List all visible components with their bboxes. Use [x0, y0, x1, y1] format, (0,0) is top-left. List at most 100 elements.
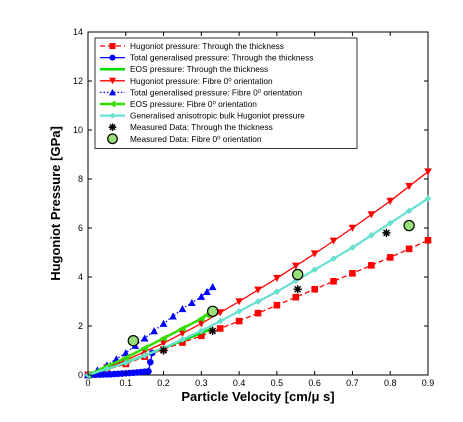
y-tick-label: 10 [73, 125, 83, 135]
data-point [109, 100, 116, 108]
data-point [203, 287, 211, 295]
data-point [178, 330, 187, 338]
data-point [311, 266, 318, 273]
legend: Hugoniot pressure: Through the thickness… [94, 37, 358, 149]
legend-entry: Total generalised pressure: Through the … [100, 53, 313, 63]
data-point [330, 277, 337, 285]
data-point [109, 112, 116, 119]
legend-label: Total generalised pressure: Fibre 0⁰ ori… [130, 87, 303, 97]
data-point [159, 334, 167, 343]
data-point [109, 43, 116, 49]
x-tick-label: 0.8 [384, 378, 397, 388]
legend-label: Generalised anisotropic bulk Hugoniot pr… [130, 111, 305, 121]
data-point [188, 298, 196, 307]
x-tick-label: 0.2 [157, 378, 170, 388]
y-tick-label: 8 [78, 174, 83, 184]
data-point [140, 344, 148, 352]
data-point [386, 254, 394, 261]
data-point [292, 277, 300, 284]
data-point [254, 309, 262, 317]
data-point [108, 123, 117, 131]
data-point [405, 207, 413, 215]
data-point [141, 352, 148, 359]
x-tick-label: 0.7 [346, 378, 359, 388]
data-point [197, 320, 206, 328]
data-point [198, 327, 205, 335]
y-tick-label: 2 [78, 321, 83, 331]
data-point [330, 255, 337, 262]
data-point [292, 293, 300, 301]
data-point [103, 365, 111, 373]
legend-label: EOS pressure: Through the thickness [130, 64, 268, 74]
data-point [382, 228, 391, 237]
data-point [424, 168, 432, 176]
data-point [235, 298, 243, 306]
data-point [208, 326, 217, 335]
data-point [424, 195, 432, 202]
data-point [216, 317, 224, 325]
legend-entry: Hugoniot pressure: Through the thickness [100, 41, 284, 51]
legend-entry: EOS pressure: Fibre 0⁰ orientation [100, 99, 257, 109]
data-point [403, 219, 415, 232]
x-tick-label: 0 [85, 378, 90, 388]
data-point [405, 245, 413, 253]
series-8 [127, 219, 415, 347]
data-point [140, 334, 149, 342]
y-tick-label: 12 [73, 76, 83, 86]
y-tick-label: 4 [78, 272, 83, 282]
data-point [311, 285, 318, 293]
legend-entry: EOS pressure: Through the thickness [100, 64, 268, 74]
y-tick-label: 6 [78, 223, 83, 233]
legend-label: Hugoniot pressure: Through the thickness [130, 41, 284, 51]
legend-label: Measured Data: Fibre 0⁰ orientation [130, 134, 262, 144]
data-point [109, 54, 116, 61]
data-point [349, 244, 356, 251]
data-point [208, 283, 217, 291]
data-point [109, 77, 116, 85]
data-point [273, 288, 281, 295]
data-point [121, 354, 130, 362]
legend-box [94, 37, 358, 149]
data-point [405, 183, 413, 191]
y-axis-label: Hugoniot Pressure [GPa] [48, 126, 63, 281]
data-point [368, 262, 375, 269]
data-point [169, 312, 177, 320]
data-point [293, 285, 302, 294]
y-tick-label: 14 [73, 27, 83, 37]
data-point [109, 88, 116, 96]
data-point [206, 305, 219, 317]
data-point [235, 308, 243, 315]
legend-entry: Total generalised pressure: Fibre 0⁰ ori… [100, 87, 303, 97]
data-point [127, 335, 140, 347]
data-point [107, 133, 118, 145]
data-point [178, 305, 187, 313]
data-point [310, 250, 319, 258]
x-tick-label: 0.6 [308, 378, 321, 388]
legend-entry: Measured Data: Through the thickness [108, 122, 273, 132]
x-tick-label: 0.3 [195, 378, 208, 388]
data-point [159, 339, 168, 347]
y-tick-label: 0 [78, 370, 83, 380]
axis-ticks: 0 0.1 0.2 0.3 0.4 0.5 0.6 0.7 0.8 0.9 0 2 4 6 8 10 12 14 [73, 27, 434, 388]
data-point [273, 274, 281, 283]
data-point [216, 325, 224, 332]
data-point [254, 298, 262, 305]
x-axis-label: Particle Velocity [cm/μ s] [181, 389, 334, 404]
data-point [273, 301, 281, 309]
x-tick-label: 0.5 [271, 378, 284, 388]
data-point [197, 314, 205, 323]
data-point [197, 292, 206, 300]
data-point [147, 358, 154, 366]
legend-label: EOS pressure: Fibre 0⁰ orientation [130, 99, 257, 109]
data-point [254, 286, 262, 294]
data-point [179, 336, 186, 343]
data-point [368, 232, 375, 239]
x-tick-label: 0.1 [120, 378, 133, 388]
data-point [424, 236, 432, 244]
legend-entry: Generalised anisotropic bulk Hugoniot pr… [100, 111, 305, 121]
data-point [159, 346, 168, 355]
data-point [198, 332, 205, 340]
legend-label: Measured Data: Through the thickness [130, 122, 273, 132]
data-point [121, 349, 130, 357]
